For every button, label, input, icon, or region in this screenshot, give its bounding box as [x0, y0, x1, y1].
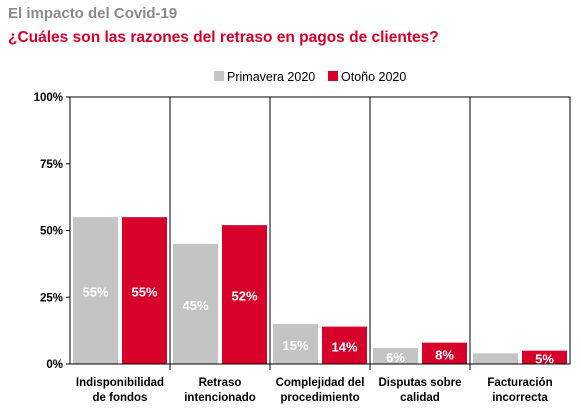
bar-1-0	[122, 217, 167, 364]
x-tick-label-line: de fondos	[93, 392, 148, 404]
y-tick-label: 25%	[40, 292, 63, 304]
x-tick-label: Facturación incorrecta	[487, 377, 552, 404]
data-label-0-3: 6%	[386, 350, 405, 365]
bar-1-3	[422, 342, 467, 364]
x-tick-label: Disputas sobre calidad	[378, 377, 461, 404]
y-tick-label: 100%	[34, 92, 63, 104]
x-tick-label-line: calidad	[400, 392, 440, 404]
bar-1-4	[522, 350, 567, 364]
chart-title: El impacto del Covid-19	[8, 5, 178, 22]
data-label-0-2: 15%	[282, 338, 308, 353]
x-tick-label: Retraso intencionado	[184, 377, 256, 404]
legend-label-1: Otoño 2020	[341, 70, 406, 84]
x-tick-label-line: incorrecta	[492, 392, 548, 404]
data-label-0-0: 55%	[82, 285, 108, 300]
legend-swatch-1	[328, 71, 338, 81]
bar-0-0	[73, 217, 118, 364]
bar-0-1	[173, 243, 218, 364]
x-tick-label-line: Complejidad del	[276, 377, 365, 389]
x-tick-label-line: procedimiento	[280, 392, 359, 404]
data-label-1-0: 55%	[131, 285, 157, 300]
bar-1-1	[222, 225, 267, 364]
plot-frame	[69, 96, 571, 365]
data-label-1-4: 5%	[535, 351, 554, 366]
chart-subtitle: ¿Cuáles son las razones del retraso en p…	[8, 29, 439, 46]
x-tick-label-line: Retraso	[199, 377, 242, 389]
x-tick-label-line: Indisponibilidad	[76, 377, 164, 389]
x-tick-label-line: intencionado	[184, 392, 256, 404]
x-tick-label-line: Disputas sobre	[378, 377, 461, 389]
bar-1-2	[322, 326, 367, 364]
y-tick-label: 0%	[46, 359, 63, 371]
legend-swatch-0	[214, 71, 224, 81]
data-label-1-2: 14%	[331, 339, 357, 354]
legend-label-0: Primavera 2020	[227, 70, 315, 84]
x-tick-label: Complejidad del procedimiento	[276, 377, 365, 404]
bar-0-4	[473, 353, 518, 364]
y-tick-label: 75%	[40, 159, 63, 171]
bar-0-3	[373, 347, 418, 364]
data-label-1-1: 52%	[231, 289, 257, 304]
x-tick-label-line: Facturación	[487, 377, 552, 389]
y-tick-label: 50%	[40, 226, 63, 238]
bar-0-2	[273, 323, 318, 364]
data-label-0-1: 45%	[182, 298, 208, 313]
x-tick-label: Indisponibilidad de fondos	[76, 377, 164, 404]
data-label-1-3: 8%	[435, 347, 454, 362]
